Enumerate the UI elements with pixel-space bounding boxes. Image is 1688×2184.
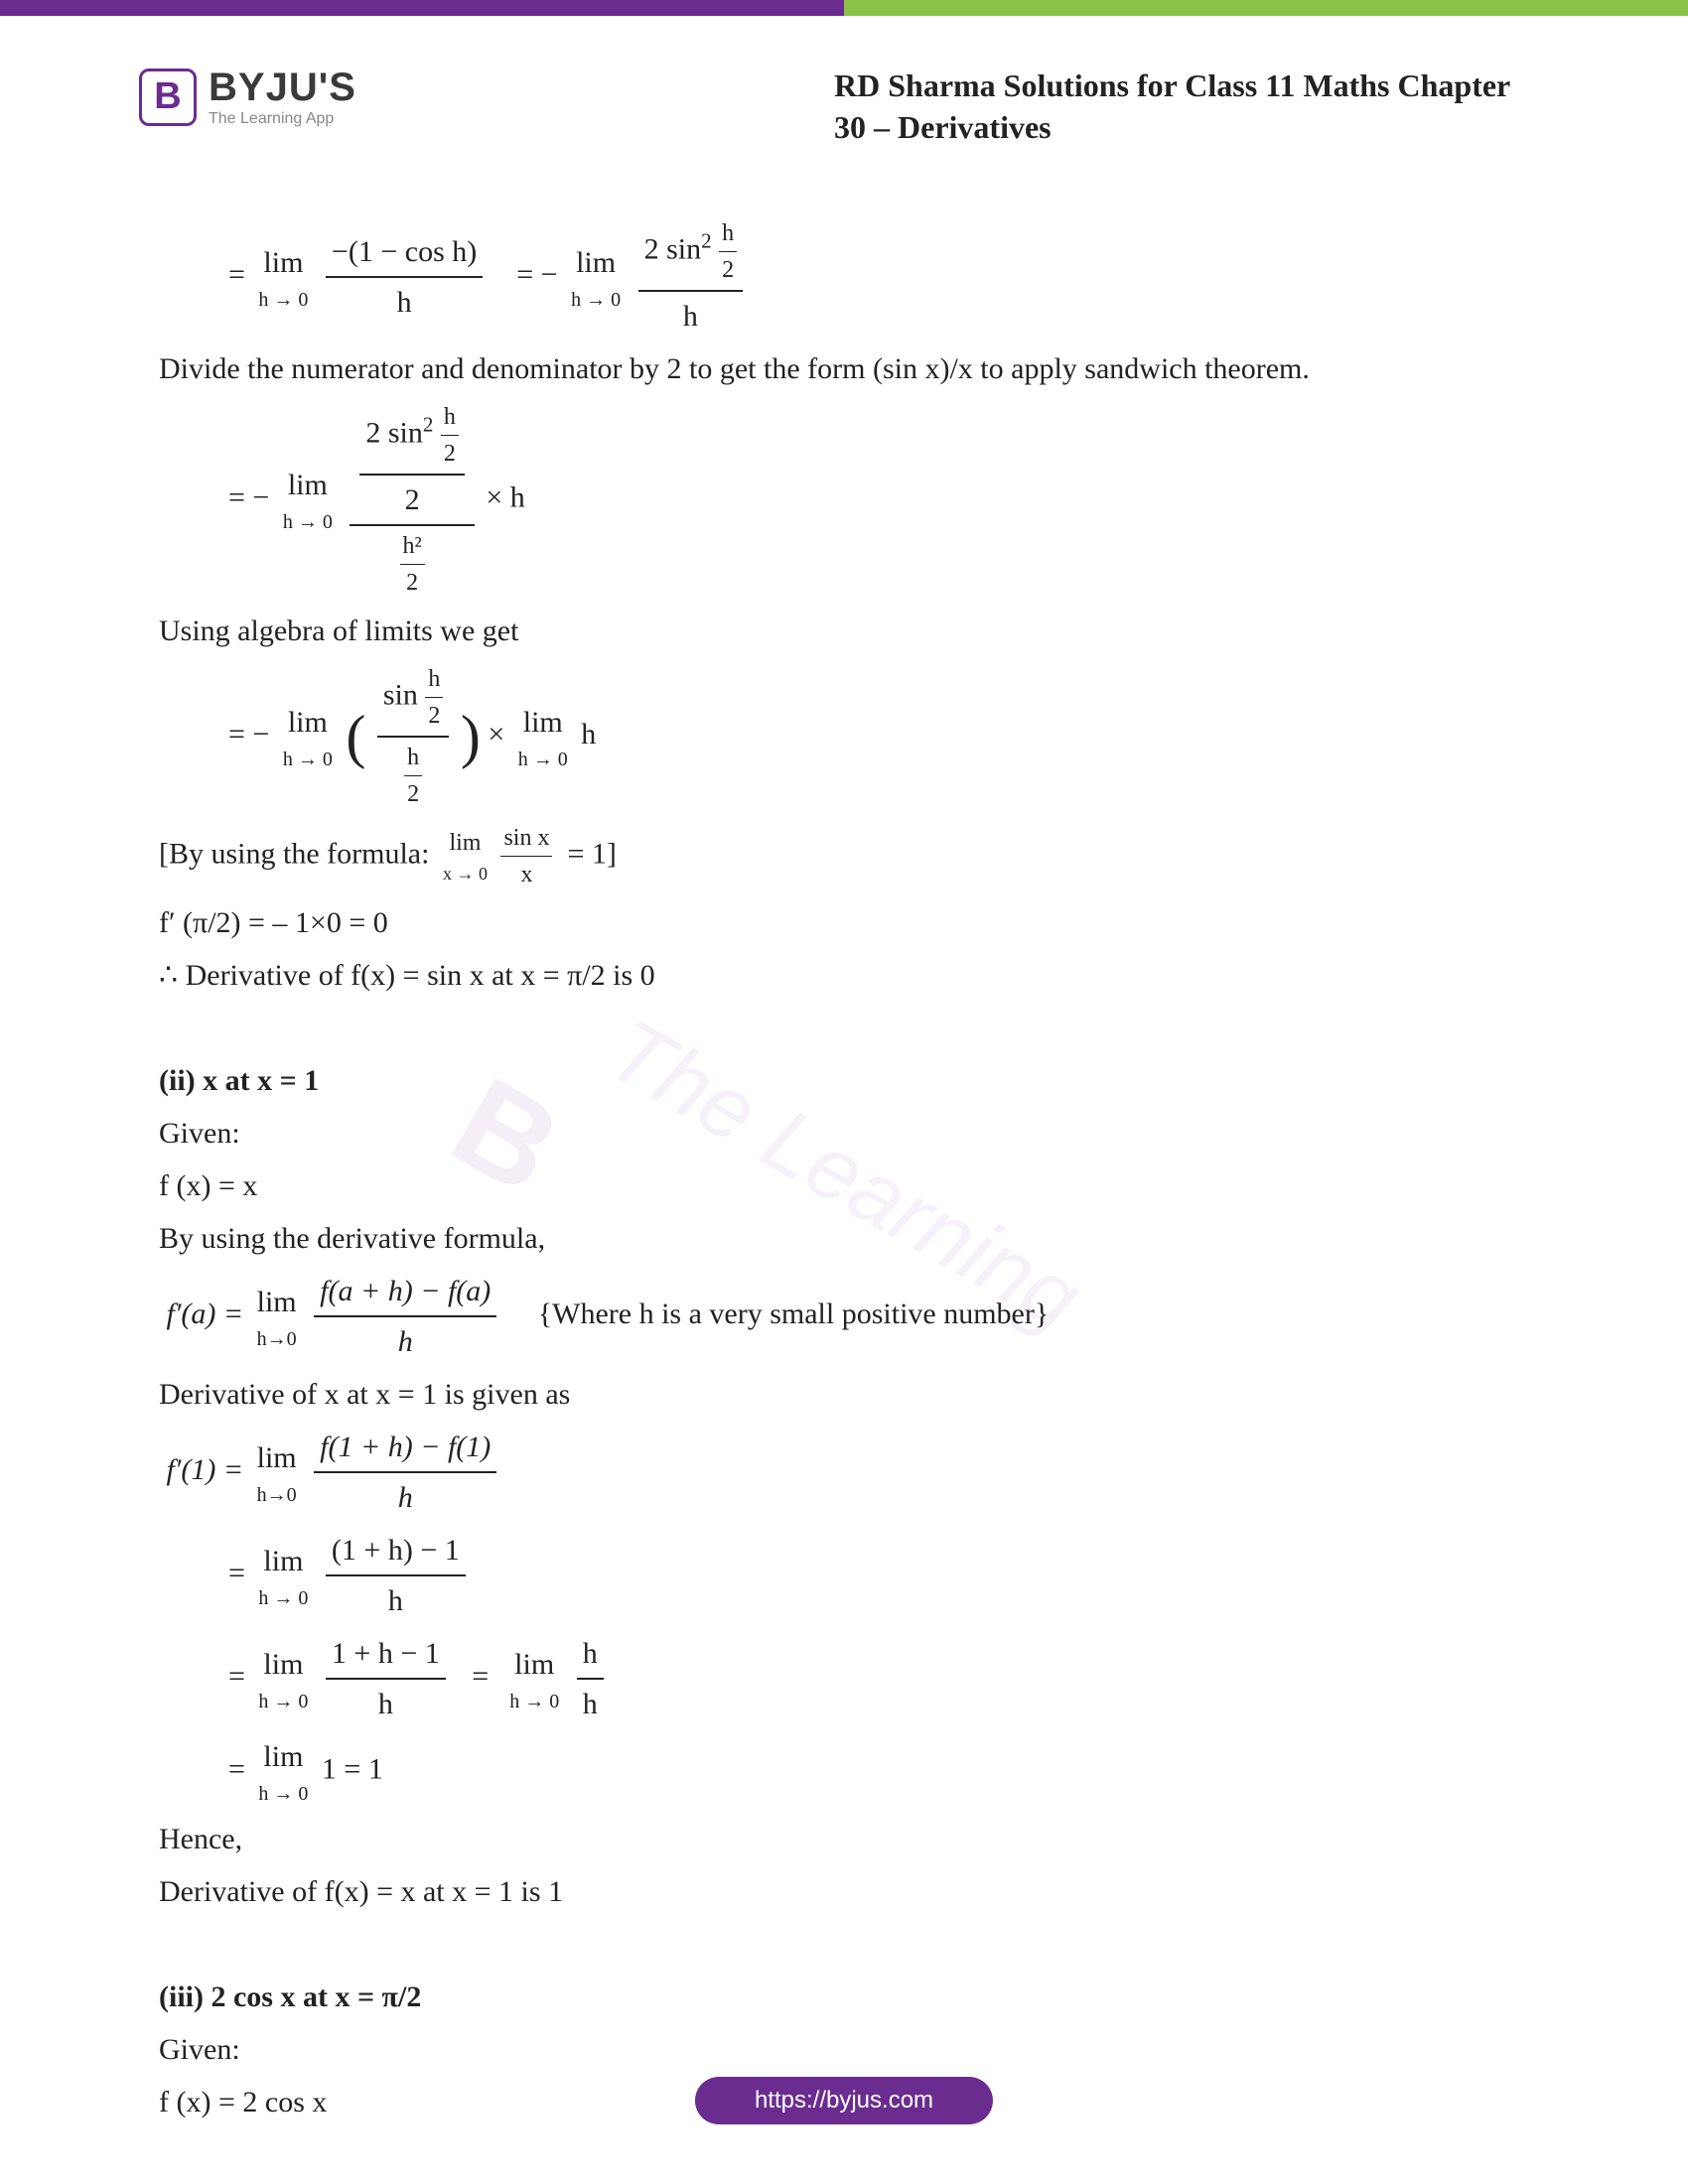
part3-fx: f (x) = 2 cos x xyxy=(159,2080,1529,2124)
equation-line-1: = lim h → 0 −(1 − cos h) h = − lim h → 0… xyxy=(159,215,1529,339)
text-line-divide: Divide the numerator and denominator by … xyxy=(159,346,1529,391)
part2-by: By using the derivative formula, xyxy=(159,1216,1529,1261)
content: B The Learning = lim h → 0 −(1 − cos h) … xyxy=(0,178,1688,2172)
part2-fa: f′(a) = lim h→0 f(a + h) − f(a) h {Where… xyxy=(159,1269,1529,1364)
part2-given: Given: xyxy=(159,1111,1529,1156)
page-title: RD Sharma Solutions for Class 11 Maths C… xyxy=(834,66,1549,148)
part3-given: Given: xyxy=(159,2027,1529,2072)
part2-hence: Hence, xyxy=(159,1817,1529,1861)
part2-fx: f (x) = x xyxy=(159,1163,1529,1208)
text-line-algebra: Using algebra of limits we get xyxy=(159,609,1529,653)
equation-line-3: = − lim h → 0 2 sin2 h 2 2 xyxy=(159,399,1529,601)
logo-icon: B xyxy=(139,68,197,126)
part2-title: (ii) x at x = 1 xyxy=(159,1058,1529,1103)
logo: B BYJU'S The Learning App xyxy=(139,66,356,128)
part2-result: Derivative of f(x) = x at x = 1 is 1 xyxy=(159,1869,1529,1914)
part2-line3: = lim h → 0 1 + h − 1 h = lim h → 0 h h xyxy=(159,1631,1529,1726)
part2-line4: = lim h → 0 1 = 1 xyxy=(159,1734,1529,1809)
part3-title: (iii) 2 cos x at x = π/2 xyxy=(159,1975,1529,2019)
equation-line-5: = − lim h → 0 ( sin h 2 h 2 ) × xyxy=(159,661,1529,812)
logo-brand: BYJU'S xyxy=(209,66,356,110)
top-stripe xyxy=(0,0,1688,16)
formula-note: [By using the formula: lim x → 0 sin x x… xyxy=(159,820,1529,892)
logo-tagline: The Learning App xyxy=(209,110,356,128)
part2-f1: f′(1) = lim h→0 f(1 + h) − f(1) h xyxy=(159,1425,1529,1520)
part2-deriv: Derivative of x at x = 1 is given as xyxy=(159,1372,1529,1417)
result-line-8: ∴ Derivative of f(x) = sin x at x = π/2 … xyxy=(159,953,1529,998)
part2-line2: = lim h → 0 (1 + h) − 1 h xyxy=(159,1528,1529,1623)
result-line-7: f′ (π/2) = – 1×0 = 0 xyxy=(159,900,1529,945)
header: B BYJU'S The Learning App RD Sharma Solu… xyxy=(0,16,1688,178)
